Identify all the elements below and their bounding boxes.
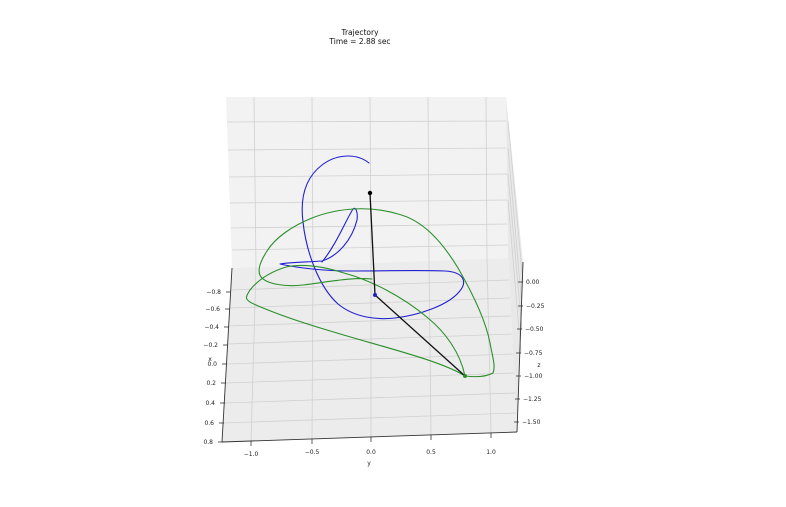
x-tick-label: −0.4 [204,324,219,331]
series-line-trajectory-2 [245,208,495,378]
z-tick-label: −0.25 [526,303,545,310]
z-tick-label: −0.75 [524,350,543,357]
x-tick-label: 0.2 [206,380,216,387]
z-axis-label: z [537,362,540,369]
pendulum-pivot [367,190,373,196]
series-lines [245,155,495,378]
x-tick-label: 0.6 [204,420,214,427]
chart-title: Trajectory [340,28,379,37]
x-tick-label: −0.2 [203,342,218,349]
pendulum-mass-2 [463,374,467,378]
y-tick-label: −1.0 [244,451,259,458]
y-ticks: −1.0 −0.5 0.0 0.5 1.0 y [244,433,496,467]
z-tick-label: −1.50 [522,419,541,426]
pendulum-mass-1 [373,293,377,297]
x-axis-line [221,267,233,443]
x-tick-label: 0.0 [207,361,217,368]
x-ticks: −0.8 −0.6 −0.4 −0.2 0.0 0.2 0.4 0.6 0.8 … [203,289,231,446]
right-pane [506,97,523,432]
z-tick-label: −1.00 [524,373,543,380]
y-axis-line [221,431,518,443]
y-tick-label: 1.0 [486,449,496,456]
pendulum-rod-2 [374,294,466,377]
pendulum-rod-1 [369,192,376,296]
y-tick-label: 0.0 [366,449,376,456]
axis-spines [221,261,524,443]
x-tick-label: −0.6 [205,306,220,313]
pendulum [367,190,467,378]
z-tick-label: −1.25 [523,396,542,403]
back-pane [226,97,508,268]
chart-subtitle: Time = 2.88 sec [328,37,390,46]
z-ticks: 0.00 −0.25 −0.50 −0.75 −1.00 −1.25 −1.50… [514,279,545,426]
y-axis-label: y [367,460,371,467]
x-axis-label: x [208,356,212,363]
grid-lines [222,96,524,442]
z-tick-label: 0.00 [526,279,540,286]
x-tick-label: 0.4 [205,400,215,407]
x-tick-label: 0.8 [203,439,213,446]
z-axis-line [516,261,524,433]
x-tick-label: −0.8 [206,289,221,296]
y-tick-label: 0.5 [426,449,436,456]
y-tick-label: −0.5 [305,449,320,456]
z-tick-label: −0.50 [525,326,544,333]
